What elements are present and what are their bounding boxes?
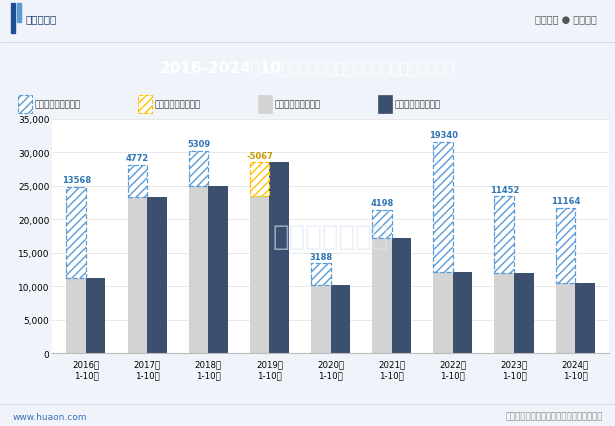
Bar: [269, 163, 289, 354]
Bar: [494, 197, 514, 273]
Bar: [514, 273, 534, 354]
Text: 出口总额（万美元）: 出口总额（万美元）: [274, 100, 320, 109]
Bar: [127, 165, 147, 354]
Bar: [434, 143, 453, 354]
Bar: [378, 95, 392, 113]
Bar: [575, 283, 595, 354]
Text: 2016-2024年10月宁夏回族自治区外商投资企业进出口差额: 2016-2024年10月宁夏回族自治区外商投资企业进出口差额: [160, 60, 455, 75]
Bar: [434, 143, 453, 272]
Text: 4772: 4772: [125, 154, 149, 163]
Bar: [311, 264, 331, 285]
Text: www.huaon.com: www.huaon.com: [12, 412, 87, 420]
Bar: [494, 197, 514, 354]
Text: 华经产业研究院: 华经产业研究院: [272, 222, 389, 250]
Bar: [17, 4, 21, 23]
Text: 3188: 3188: [309, 252, 332, 261]
Bar: [189, 151, 208, 354]
Text: 19340: 19340: [429, 131, 458, 140]
Text: 11164: 11164: [551, 197, 580, 206]
Text: 4198: 4198: [370, 199, 394, 207]
Text: 5309: 5309: [187, 140, 210, 149]
Bar: [392, 239, 411, 354]
Bar: [453, 272, 472, 354]
Bar: [311, 264, 330, 285]
Bar: [372, 210, 392, 239]
Bar: [86, 278, 106, 354]
Bar: [250, 163, 269, 197]
Text: 进口总额（万美元）: 进口总额（万美元）: [394, 100, 440, 109]
Bar: [189, 151, 208, 187]
Text: 专业严谨 ● 客观科学: 专业严谨 ● 客观科学: [535, 14, 597, 24]
Text: 13568: 13568: [62, 176, 90, 185]
Bar: [250, 163, 269, 197]
Bar: [555, 208, 575, 283]
Text: 贸易逆差（万美元）: 贸易逆差（万美元）: [154, 100, 200, 109]
Bar: [331, 285, 350, 354]
Bar: [250, 197, 269, 354]
Bar: [127, 165, 147, 197]
Bar: [372, 210, 392, 354]
Bar: [494, 197, 514, 273]
Bar: [372, 210, 392, 239]
Bar: [66, 187, 86, 278]
Text: 贸易顺差（万美元）: 贸易顺差（万美元）: [34, 100, 81, 109]
Bar: [555, 208, 575, 283]
Bar: [127, 165, 147, 197]
Text: 数据来源：中国海关；华经产业研究院整理: 数据来源：中国海关；华经产业研究院整理: [506, 412, 603, 420]
Text: 11452: 11452: [490, 185, 519, 194]
Bar: [66, 187, 86, 354]
Bar: [138, 95, 152, 113]
Bar: [11, 4, 15, 34]
Bar: [258, 95, 272, 113]
Text: 华经情报网: 华经情报网: [26, 14, 57, 24]
Bar: [555, 208, 575, 354]
Bar: [434, 143, 453, 272]
Bar: [208, 187, 228, 354]
Bar: [311, 264, 330, 354]
Bar: [18, 95, 32, 113]
Bar: [147, 197, 167, 354]
Bar: [189, 151, 208, 187]
Bar: [66, 187, 86, 278]
Text: -5067: -5067: [246, 151, 273, 160]
